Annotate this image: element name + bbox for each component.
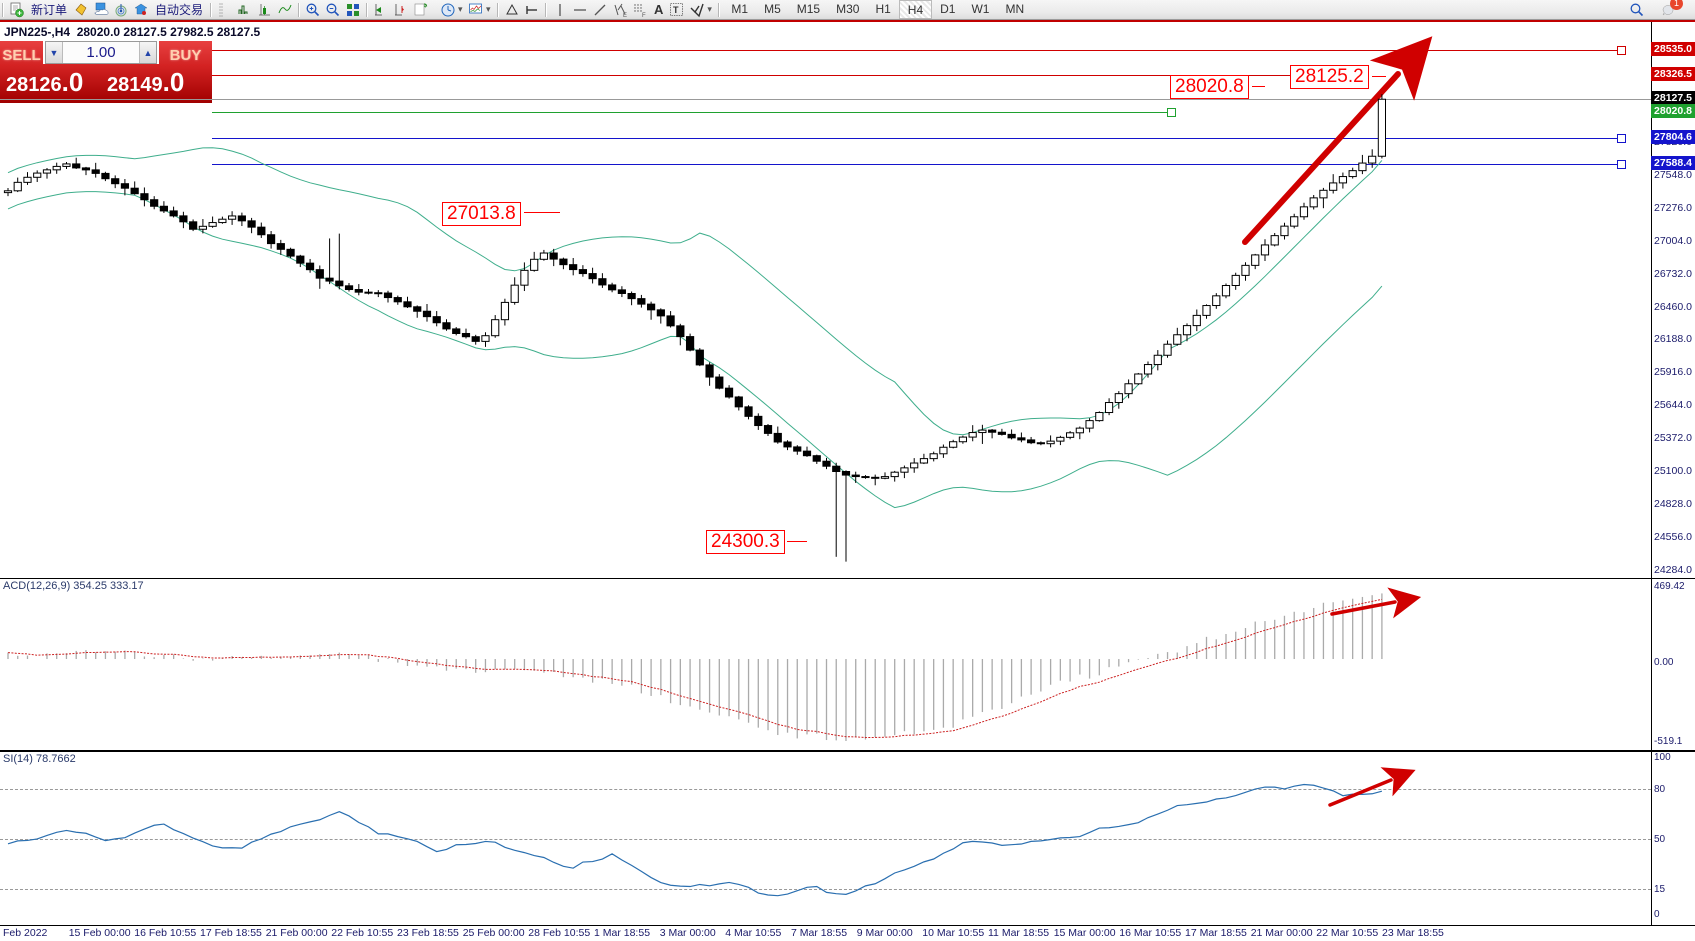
svg-text:E: E <box>623 13 627 18</box>
svg-text:F: F <box>642 13 646 18</box>
svg-text:T: T <box>673 5 679 15</box>
